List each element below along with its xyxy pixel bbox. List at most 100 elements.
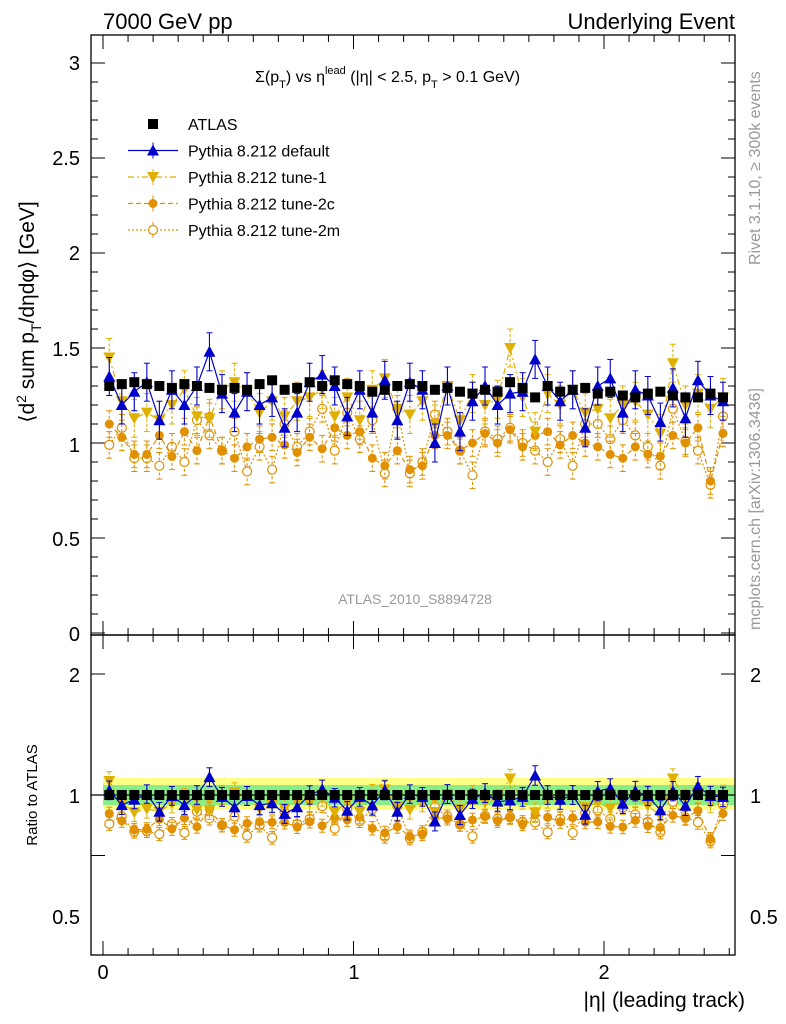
main-series-0: [104, 375, 728, 403]
axis-tick-marks: [91, 35, 735, 955]
y-tick-label: 0: [69, 624, 80, 646]
main-point: [554, 395, 567, 407]
main-point: [604, 413, 617, 425]
ratio-tick-label-right: 1: [750, 786, 761, 808]
main-point: [267, 375, 278, 386]
main-point: [129, 377, 140, 388]
ratio-point: [366, 799, 379, 811]
main-point: [404, 379, 415, 390]
y-tick-label: 2: [69, 243, 80, 265]
x-tick-label: 2: [598, 962, 609, 984]
ratio-point: [278, 807, 291, 819]
main-point: [104, 439, 115, 450]
legend-marker: [147, 144, 159, 156]
main-point: [190, 411, 203, 423]
main-point: [630, 442, 640, 452]
ratio-point: [442, 813, 452, 823]
main-point: [192, 446, 202, 456]
ratio-point: [192, 822, 202, 832]
main-point: [442, 430, 452, 440]
legend: ATLAS Pythia 8.212 default Pythia 8.212 tu…: [128, 117, 340, 240]
ratio-series-0: [104, 790, 728, 800]
ratio-point: [228, 801, 241, 813]
ratio-point: [467, 790, 478, 800]
main-point: [492, 386, 503, 397]
main-point: [354, 381, 365, 391]
ratio-point: [480, 812, 490, 822]
main-point: [579, 421, 592, 433]
main-point: [529, 353, 542, 365]
main-point: [228, 377, 241, 389]
main-point: [266, 464, 278, 475]
main-point: [629, 383, 642, 395]
main-point: [179, 379, 190, 390]
ratio-point: [279, 790, 290, 800]
legend-marker: [147, 172, 159, 183]
main-point: [316, 368, 329, 380]
ratio-point: [191, 790, 202, 800]
main-point: [329, 375, 340, 386]
main-point: [217, 446, 227, 456]
main-point: [255, 434, 265, 444]
main-point: [241, 466, 253, 477]
main-point: [504, 343, 517, 354]
ratio-point: [179, 790, 190, 800]
ratio-point: [718, 809, 728, 819]
main-point: [153, 414, 166, 426]
ratio-point: [667, 790, 678, 800]
main-point: [378, 374, 391, 386]
main-point: [317, 381, 328, 391]
main-series-line: [108, 414, 724, 482]
main-point: [292, 382, 303, 393]
ratio-point: [417, 790, 428, 800]
ratio-point: [680, 790, 691, 800]
ratio-point: [542, 790, 553, 800]
main-point: [379, 384, 390, 395]
ratio-point: [203, 771, 216, 783]
main-point: [604, 372, 617, 384]
y-tick-label: 0.5: [52, 529, 80, 551]
ratio-point: [680, 813, 690, 823]
ratio-point: [642, 790, 653, 800]
main-point: [592, 388, 603, 399]
ratio-point: [630, 790, 641, 800]
y-tick-label: 1.5: [52, 339, 80, 361]
ratio-y-ticks: 0.5 1 2 0.5 1 2: [52, 665, 778, 929]
main-point: [380, 461, 390, 471]
main-point: [203, 345, 216, 357]
ratio-point: [480, 790, 491, 800]
ratio-point: [492, 790, 503, 800]
main-point: [491, 399, 504, 410]
ratio-point: [190, 804, 203, 816]
main-point: [668, 430, 678, 440]
main-point: [580, 382, 591, 393]
ratio-point: [154, 790, 165, 800]
main-point: [618, 453, 628, 463]
main-point: [403, 409, 416, 421]
main-point: [279, 384, 290, 395]
main-point: [129, 449, 139, 459]
ratio-point: [305, 817, 315, 827]
ratio-point: [328, 807, 341, 819]
ratio-series-layer: [103, 765, 729, 849]
legend-entry: Pythia 8.212 default: [128, 142, 330, 161]
main-point: [591, 380, 604, 391]
main-point: [305, 432, 315, 442]
main-point: [542, 381, 553, 391]
main-point: [141, 379, 152, 390]
ratio-point: [593, 817, 603, 827]
ratio-point: [129, 790, 140, 800]
legend-label: ATLAS: [188, 117, 238, 134]
main-point: [717, 392, 728, 403]
ratio-point: [104, 790, 115, 800]
y-axis-label: ⟨d2 sum pT/dηdφ⟩ [GeV]: [13, 201, 44, 422]
main-point: [630, 392, 641, 403]
main-point: [666, 358, 679, 370]
main-point: [480, 384, 491, 395]
ratio-point: [391, 805, 404, 817]
ratio-point: [241, 830, 253, 841]
main-point: [128, 385, 141, 397]
main-point: [467, 388, 478, 399]
legend-entry: Pythia 8.212 tune-2m: [128, 222, 340, 240]
ratio-point: [417, 829, 427, 839]
